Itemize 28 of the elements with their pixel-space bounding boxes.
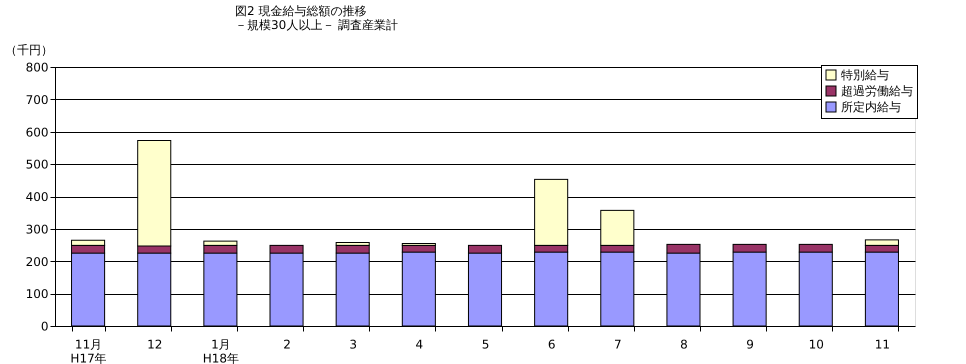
text: －規模30人以上－ 調査産業計 [235,18,398,32]
x-tick-label: 1月 H18年 [202,338,240,364]
text: 図2 現金給与総額の推移 [235,4,366,18]
x-tick-label: 2 [283,338,291,352]
x-tick-label: 8 [680,338,688,352]
y-tick-label: 700 [26,92,48,107]
x-tick-label: 11月 H17年 [70,338,107,364]
x-tick-label: 3 [349,338,358,352]
y-axis-title: （千円） [5,43,53,57]
y-tick-label: 200 [26,254,48,269]
x-tick-label: 10 [808,338,824,352]
x-tick-label: 12 [147,338,162,352]
x-tick-label: 5 [482,338,490,352]
x-tick-label: 6 [548,338,556,352]
legend-label: 特別給与 [841,68,889,82]
y-tick-label: 500 [26,158,48,172]
y-tick-label: 0 [40,320,48,334]
x-tick-label: 7 [614,338,622,352]
y-tick-label: 100 [26,287,48,302]
y-tick-label: 400 [26,190,48,204]
legend-label: 超過労働給与 [841,84,913,98]
legend-label: 所定内給与 [841,100,901,114]
x-tick-label: 11 [874,338,890,352]
y-tick-label: 800 [26,60,48,74]
x-tick-label: 4 [416,338,424,352]
x-tick-label: 9 [746,338,754,352]
y-tick-label: 600 [26,125,48,140]
y-tick-label: 300 [26,222,48,236]
